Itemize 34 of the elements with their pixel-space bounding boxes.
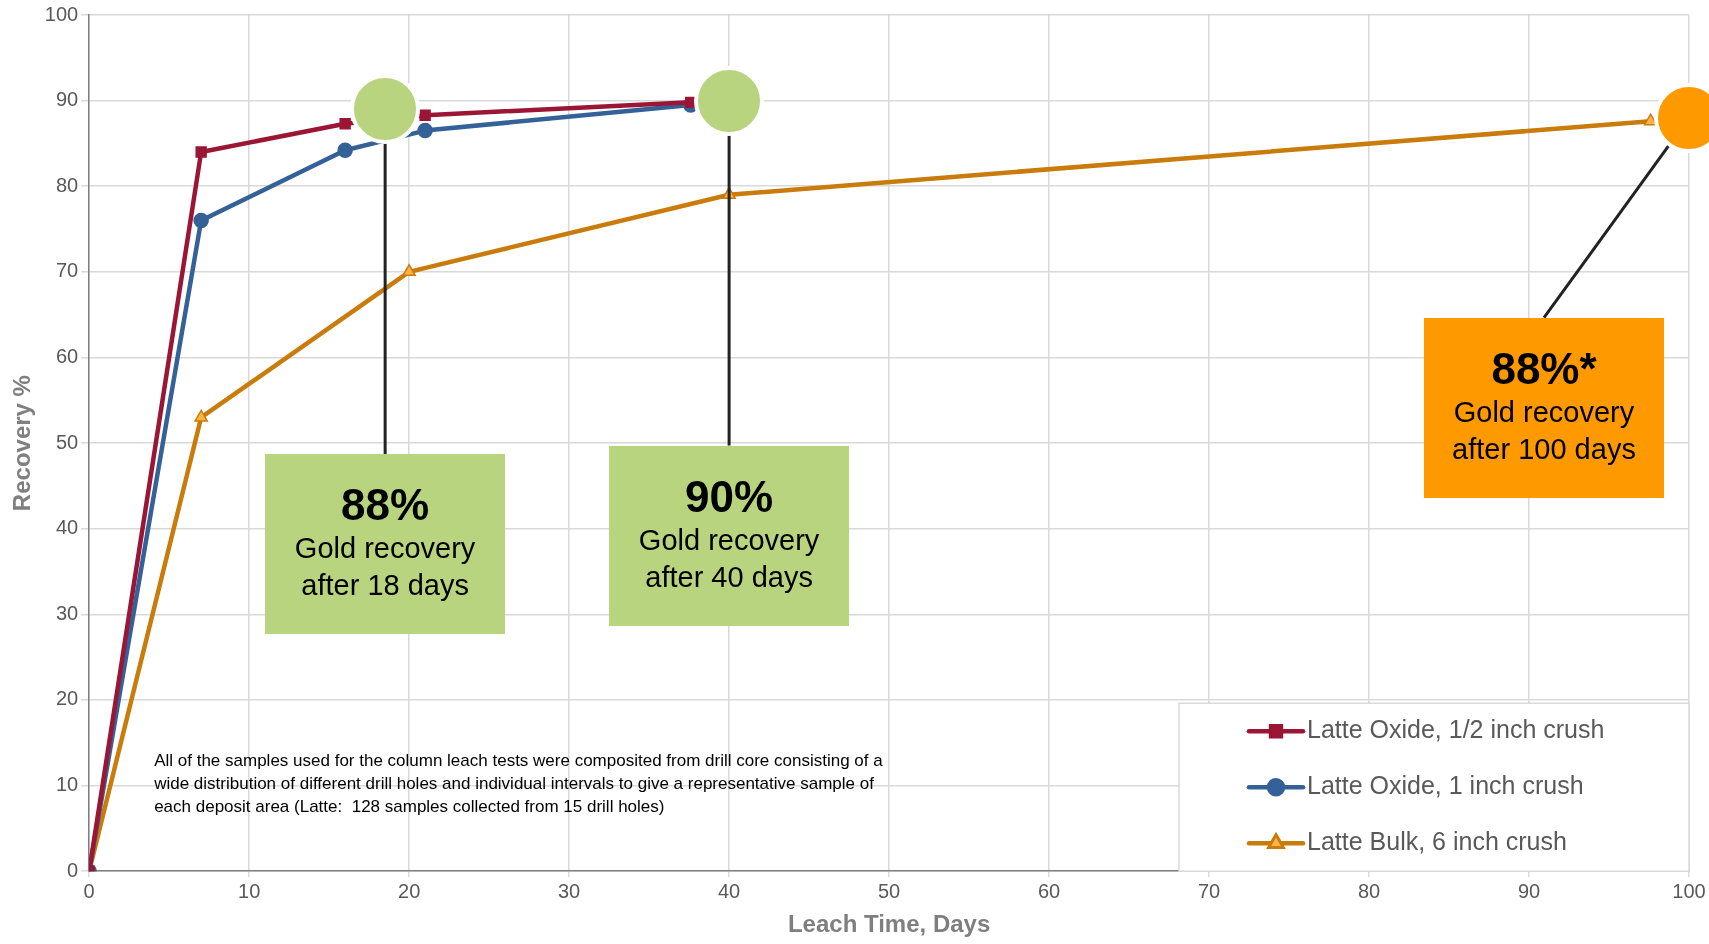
- y-tick-label: 90: [55, 88, 79, 111]
- y-tick-label: 30: [55, 601, 79, 624]
- y-tick-label: 20: [55, 687, 79, 710]
- x-tick-label: 0: [83, 879, 95, 902]
- y-tick-label: 0: [67, 858, 79, 881]
- x-tick-label: 50: [877, 879, 901, 902]
- x-tick-label: 10: [238, 879, 261, 902]
- y-tick-label: 70: [55, 259, 79, 282]
- annotation: 90% Gold recovery after 40 days: [637, 471, 821, 595]
- x-tick-label: 30: [557, 879, 581, 902]
- y-tick-label: 80: [55, 173, 79, 196]
- annotation: All of the samples used for the column leach tests were composited from drill core consisting of a wide distribution of different drill holes and individual intervals to give a representative sample of each deposit area (Latte: 128 samples collected from 15 drill holes): [153, 751, 884, 817]
- y-axis-title: Recovery %: [8, 375, 36, 512]
- x-tick-label: 90: [1517, 879, 1541, 902]
- callout-box: 88%* Gold recovery after 100 days: [1424, 317, 1664, 498]
- annotation: 88% Gold recovery after 18 days: [293, 480, 477, 604]
- x-tick-label: 20: [398, 879, 421, 902]
- legend-label: Latte Oxide, 1/2 inch crush: [1307, 715, 1605, 744]
- y-tick-label: 40: [55, 516, 79, 539]
- x-tick-label: 70: [1197, 879, 1221, 902]
- legend-label: Latte Bulk, 6 inch crush: [1307, 827, 1567, 856]
- x-tick-label: 100: [1672, 879, 1706, 902]
- x-axis-title: Leach Time, Days: [787, 910, 991, 938]
- callout-box: 90% Gold recovery after 40 days: [609, 445, 850, 626]
- y-tick-label: 10: [55, 773, 79, 796]
- y-tick-label: 60: [55, 345, 79, 367]
- y-tick-label: 50: [55, 430, 79, 453]
- callout-box: 88% Gold recovery after 18 days: [265, 454, 506, 635]
- legend-label: Latte Oxide, 1 inch crush: [1307, 771, 1584, 800]
- x-tick-label: 60: [1037, 879, 1061, 902]
- x-tick-label: 80: [1357, 879, 1381, 902]
- annotation: 88%* Gold recovery after 100 days: [1451, 343, 1637, 467]
- x-tick-label: 40: [717, 879, 741, 902]
- y-tick-label: 100: [44, 2, 79, 25]
